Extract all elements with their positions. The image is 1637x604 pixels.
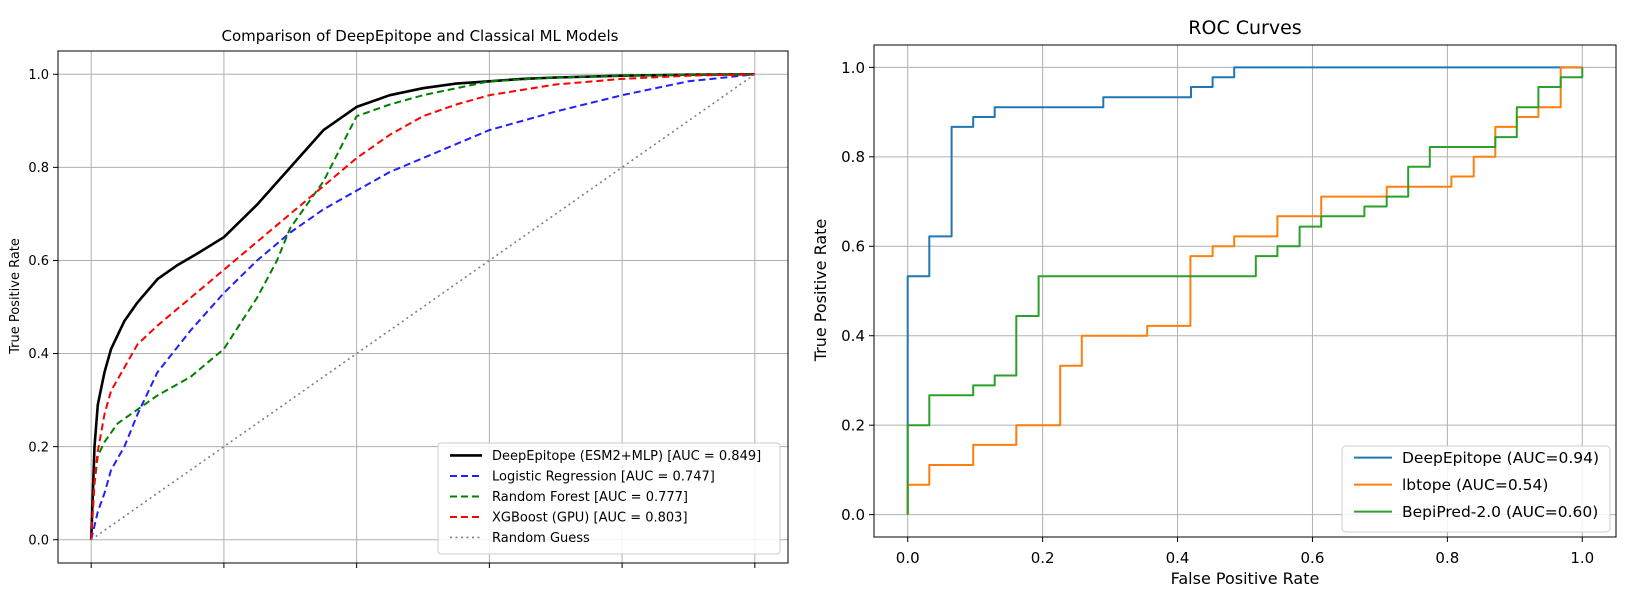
right-x-tick-label: 0.2 bbox=[1031, 549, 1055, 567]
left-series-line-1 bbox=[90, 73, 755, 540]
left-legend-label-1: Logistic Regression [AUC = 0.747] bbox=[492, 470, 715, 485]
left-legend: DeepEpitope (ESM2+MLP) [AUC = 0.849] Logi… bbox=[437, 442, 781, 555]
right-legend-label-2: BepiPred-2.0 (AUC=0.60) bbox=[1402, 503, 1598, 521]
left-legend-items: DeepEpitope (ESM2+MLP) [AUC = 0.849] Logi… bbox=[450, 449, 761, 546]
right-y-tick-label: 0.2 bbox=[841, 417, 865, 435]
left-chart-title: Comparison of DeepEpitope and Classical … bbox=[222, 27, 619, 45]
right-series-line-0 bbox=[906, 66, 1583, 515]
right-legend-items: DeepEpitope (AUC=0.94) lbtope (AUC=0.54) B… bbox=[1354, 449, 1599, 521]
right-x-tick-label: 0.6 bbox=[1301, 549, 1325, 567]
left-y-tick-label: 0.4 bbox=[28, 347, 49, 362]
right-x-tick-label: 0.4 bbox=[1166, 549, 1190, 567]
left-legend-label-4: Random Guess bbox=[492, 531, 590, 546]
right-ticks: 0.0 0.2 0.4 0.6 0.8 1.0 0.0 0.2 0.4 0.6 0.8 1.0 bbox=[841, 59, 1594, 567]
left-legend-box bbox=[437, 442, 781, 555]
left-legend-label-2: Random Forest [AUC = 0.777] bbox=[492, 490, 688, 505]
right-y-tick-label: 0.4 bbox=[841, 327, 865, 345]
left-series-line-3 bbox=[90, 73, 755, 540]
left-y-tick-label: 0.2 bbox=[28, 440, 49, 455]
left-y-tick-label: 0.6 bbox=[28, 254, 49, 269]
left-y-tick-label: 0.0 bbox=[28, 533, 49, 548]
left-grid bbox=[58, 51, 788, 563]
right-x-tick-label: 1.0 bbox=[1570, 549, 1594, 567]
right-x-tick-label: 0.0 bbox=[896, 549, 920, 567]
right-series-line-2 bbox=[906, 67, 1584, 515]
left-series-layer bbox=[89, 73, 756, 541]
right-y-tick-label: 1.0 bbox=[841, 59, 865, 77]
right-series-layer bbox=[906, 66, 1584, 515]
right-legend: DeepEpitope (AUC=0.94) lbtope (AUC=0.54) B… bbox=[1341, 445, 1611, 533]
left-series-line-2 bbox=[90, 73, 755, 540]
right-legend-label-0: DeepEpitope (AUC=0.94) bbox=[1402, 449, 1599, 467]
right-y-tick-label: 0.0 bbox=[841, 506, 865, 524]
left-chart-panel: Comparison of DeepEpitope and Classical … bbox=[8, 27, 789, 568]
right-x-axis-label: False Positive Rate bbox=[1171, 569, 1320, 588]
left-plot-frame bbox=[57, 50, 789, 564]
left-y-tick-label: 1.0 bbox=[28, 68, 49, 83]
right-chart-panel: ROC Curves True Positive Rate False Posi… bbox=[811, 17, 1617, 588]
left-y-axis-label: True Positive Rate bbox=[8, 238, 23, 355]
right-y-tick-label: 0.8 bbox=[841, 148, 865, 166]
right-plot-frame bbox=[873, 44, 1617, 538]
left-y-tick-label: 0.8 bbox=[28, 161, 49, 176]
right-series-line-1 bbox=[906, 66, 1583, 515]
right-legend-box bbox=[1341, 445, 1611, 533]
right-y-tick-label: 0.6 bbox=[841, 238, 865, 256]
right-chart-title: ROC Curves bbox=[1188, 17, 1301, 39]
right-x-tick-label: 0.8 bbox=[1435, 549, 1459, 567]
left-legend-label-3: XGBoost (GPU) [AUC = 0.803] bbox=[492, 511, 688, 526]
left-legend-label-0: DeepEpitope (ESM2+MLP) [AUC = 0.849] bbox=[492, 449, 761, 464]
right-y-axis-label: True Positive Rate bbox=[811, 219, 830, 363]
right-legend-label-1: lbtope (AUC=0.54) bbox=[1402, 476, 1548, 494]
left-ticks: 0.0 0.2 0.4 0.6 0.8 1.0 bbox=[28, 68, 756, 568]
